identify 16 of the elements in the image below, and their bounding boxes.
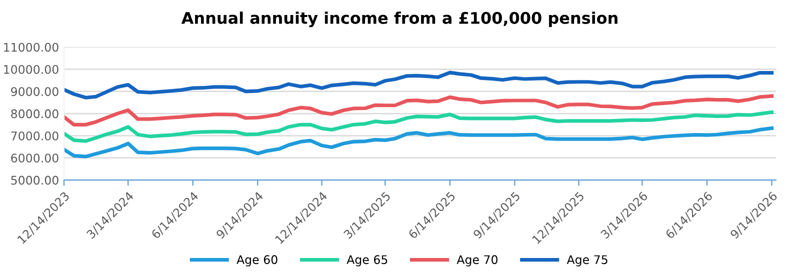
line-series — [64, 70, 774, 100]
y-tick-label: 5000.00 — [11, 176, 58, 185]
y-tick-label: 8000.00 — [11, 109, 58, 118]
line-series — [64, 94, 774, 126]
line-series — [64, 110, 774, 143]
chart-title: Annual annuity income from a £100,000 pension — [181, 12, 618, 28]
y-tick-label: 10000.00 — [4, 64, 58, 74]
y-tick-label: 9000.00 — [11, 87, 58, 96]
legend-label: Age 60 — [236, 255, 278, 266]
line-series — [64, 126, 774, 158]
legend-label: Age 75 — [566, 255, 608, 266]
legend-label: Age 70 — [456, 255, 498, 266]
y-tick-label: 11000.00 — [4, 42, 58, 52]
y-tick-label: 7000.00 — [11, 131, 58, 140]
y-tick-label: 6000.00 — [11, 154, 58, 163]
legend-label: Age 65 — [346, 255, 388, 266]
